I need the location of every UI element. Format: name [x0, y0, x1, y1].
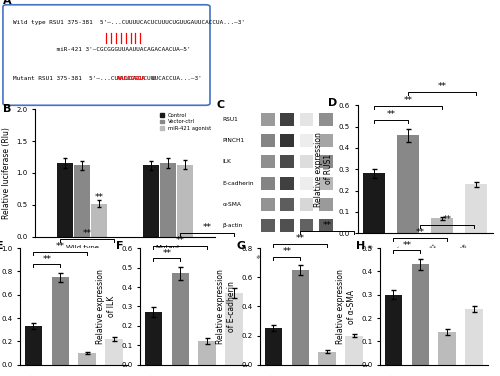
Text: **: ** [404, 96, 412, 105]
Bar [300, 134, 314, 147]
Bar [261, 155, 275, 168]
Bar [300, 198, 314, 211]
Bar [319, 219, 332, 232]
Text: E: E [0, 241, 4, 251]
Text: E-cadherin: E-cadherin [222, 181, 254, 186]
Text: miR-421 agonist: miR-421 agonist [278, 249, 306, 277]
Bar [261, 219, 275, 232]
Bar [280, 198, 294, 211]
Bar [106, 339, 123, 365]
Text: **: ** [82, 229, 92, 238]
Text: **: ** [402, 241, 411, 250]
Bar [319, 177, 332, 190]
Bar [57, 163, 73, 237]
Bar [198, 341, 216, 365]
Y-axis label: Relative expression
of E-cadherin: Relative expression of E-cadherin [216, 269, 236, 344]
Bar [261, 198, 275, 211]
Bar [319, 198, 332, 211]
Text: β-actin: β-actin [222, 223, 243, 228]
Bar [319, 155, 332, 168]
Bar [142, 165, 159, 237]
Text: circ_EXOC6B OE: circ_EXOC6B OE [260, 249, 287, 276]
Bar [226, 293, 243, 365]
Bar [144, 312, 162, 365]
Bar [346, 335, 363, 365]
Bar [319, 112, 332, 126]
Text: F: F [116, 241, 124, 251]
Text: **: ** [387, 110, 396, 119]
Bar [74, 165, 90, 237]
Text: **: ** [296, 234, 305, 243]
Text: **: ** [95, 193, 104, 202]
Text: **: ** [162, 249, 172, 258]
FancyBboxPatch shape [3, 5, 210, 105]
Text: AACCGGGA: AACCGGGA [116, 76, 146, 81]
Bar [280, 155, 294, 168]
Text: ILK: ILK [222, 159, 232, 164]
Bar [438, 332, 456, 365]
Text: circ_EXOC6B OE
+ miR-421 agonist: circ_EXOC6B OE + miR-421 agonist [291, 249, 326, 284]
Text: C: C [216, 100, 224, 110]
Text: **: ** [56, 242, 65, 251]
Text: PINCH1: PINCH1 [222, 138, 244, 143]
Bar [431, 218, 453, 233]
Bar [280, 134, 294, 147]
Bar [292, 270, 309, 365]
Y-axis label: Relative expression
of α-SMA: Relative expression of α-SMA [336, 269, 355, 344]
Text: D: D [328, 98, 337, 108]
Text: B: B [2, 104, 11, 114]
Bar [261, 134, 275, 147]
Bar [78, 353, 96, 365]
Text: G: G [236, 241, 246, 251]
Bar [300, 155, 314, 168]
Text: A: A [3, 0, 12, 6]
Bar [160, 163, 176, 237]
Bar [280, 112, 294, 126]
Text: **: ** [176, 236, 185, 245]
Text: **: ** [202, 223, 211, 232]
Bar [466, 309, 483, 365]
Y-axis label: Relative expression
of RUS1: Relative expression of RUS1 [314, 132, 333, 207]
Text: **: ** [282, 247, 292, 256]
Text: **: ** [438, 82, 446, 91]
Bar [318, 352, 336, 365]
Bar [261, 112, 275, 126]
Bar [264, 328, 282, 365]
Bar [172, 273, 189, 365]
Y-axis label: Relative expression
of ILK: Relative expression of ILK [96, 269, 116, 344]
Bar [280, 219, 294, 232]
Text: **: ** [42, 255, 51, 264]
Text: **: ** [416, 228, 425, 237]
Text: H: H [356, 241, 366, 251]
Legend: Control, Vector-ctrl, miR-421 agonist: Control, Vector-ctrl, miR-421 agonist [159, 112, 212, 132]
Bar [412, 264, 429, 365]
Text: RSU1: RSU1 [222, 117, 238, 122]
Text: miR-421 3'–CGCGGGUUAAUUACAGACAACUA–5': miR-421 3'–CGCGGGUUAAUUACAGACAACUA–5' [13, 47, 191, 52]
Bar [300, 112, 314, 126]
Text: Blank: Blank [256, 249, 268, 260]
Bar [52, 277, 69, 365]
Bar [280, 177, 294, 190]
Bar [24, 326, 42, 365]
Bar [364, 173, 386, 233]
Bar [261, 177, 275, 190]
Bar [319, 134, 332, 147]
Y-axis label: Relative luciferase (Rlu): Relative luciferase (Rlu) [2, 127, 11, 219]
Text: **: ** [442, 215, 452, 224]
Bar [384, 295, 402, 365]
Text: α-SMA: α-SMA [222, 202, 242, 207]
Bar [397, 135, 419, 233]
Text: **: ** [322, 221, 332, 230]
Bar [464, 184, 486, 233]
Bar [300, 219, 314, 232]
Bar [177, 165, 193, 237]
Bar [300, 177, 314, 190]
Text: UUCACCUA...–3': UUCACCUA...–3' [152, 76, 202, 81]
Bar [91, 204, 108, 237]
Text: Mutant RSU1 375-381  5'–...CUUUUCACUCUU: Mutant RSU1 375-381 5'–...CUUUUCACUCUU [13, 76, 154, 81]
Text: Wild type RSU1 375-381  5'–...CUUUUCACUCUUUCUGUUGAUUCACCUA...–3': Wild type RSU1 375-381 5'–...CUUUUCACUCU… [13, 20, 245, 24]
